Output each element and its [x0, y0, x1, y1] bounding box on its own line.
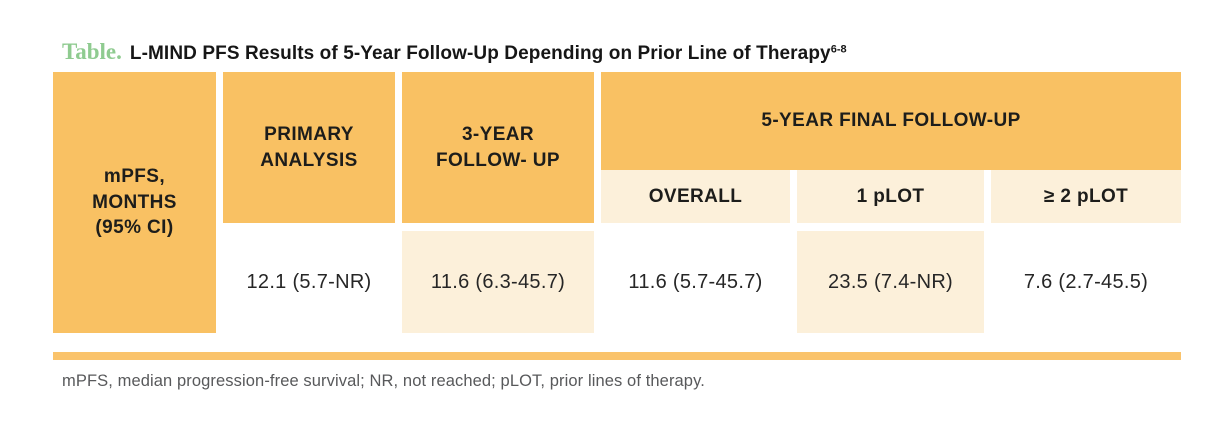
- title-reference-superscript: 6-8: [830, 43, 847, 56]
- table-title-text: L-MIND PFS Results of 5-Year Follow-Up D…: [129, 43, 831, 64]
- sub-header-1-plot: 1 pLOT: [797, 170, 984, 223]
- value-5-year-overall: 11.6 (5.7-45.7): [628, 270, 763, 293]
- column-header-3-year-follow-up: 3-YEAR FOLLOW- UP: [402, 72, 594, 223]
- sub-header-overall: OVERALL: [601, 170, 790, 223]
- row-header-mpfs-months: mPFS, MONTHS (95% CI): [53, 72, 216, 333]
- table-label: Table.: [62, 39, 122, 64]
- value-5-year-1-plot: 23.5 (7.4-NR): [797, 231, 984, 333]
- sub-header-2-plus-plot: ≥ 2 pLOT: [991, 170, 1181, 223]
- value-5-year-2-plus-plot: 7.6 (2.7-45.5): [1023, 270, 1149, 293]
- value-3-year-follow-up: 11.6 (6.3-45.7): [402, 231, 594, 333]
- divider-bar: [53, 352, 1181, 360]
- column-group-header-5-year-final-follow-up: 5-YEAR FINAL FOLLOW-UP: [601, 72, 1181, 170]
- pfs-results-table: mPFS, MONTHS (95% CI) PRIMARY ANALYSIS 3…: [53, 72, 1181, 333]
- table-title: Table. L-MIND PFS Results of 5-Year Follo…: [62, 39, 847, 65]
- column-header-primary-analysis: PRIMARY ANALYSIS: [223, 72, 395, 223]
- value-primary-analysis: 12.1 (5.7-NR): [246, 270, 372, 293]
- abbreviations-footnote: mPFS, median progression-free survival; …: [62, 372, 705, 390]
